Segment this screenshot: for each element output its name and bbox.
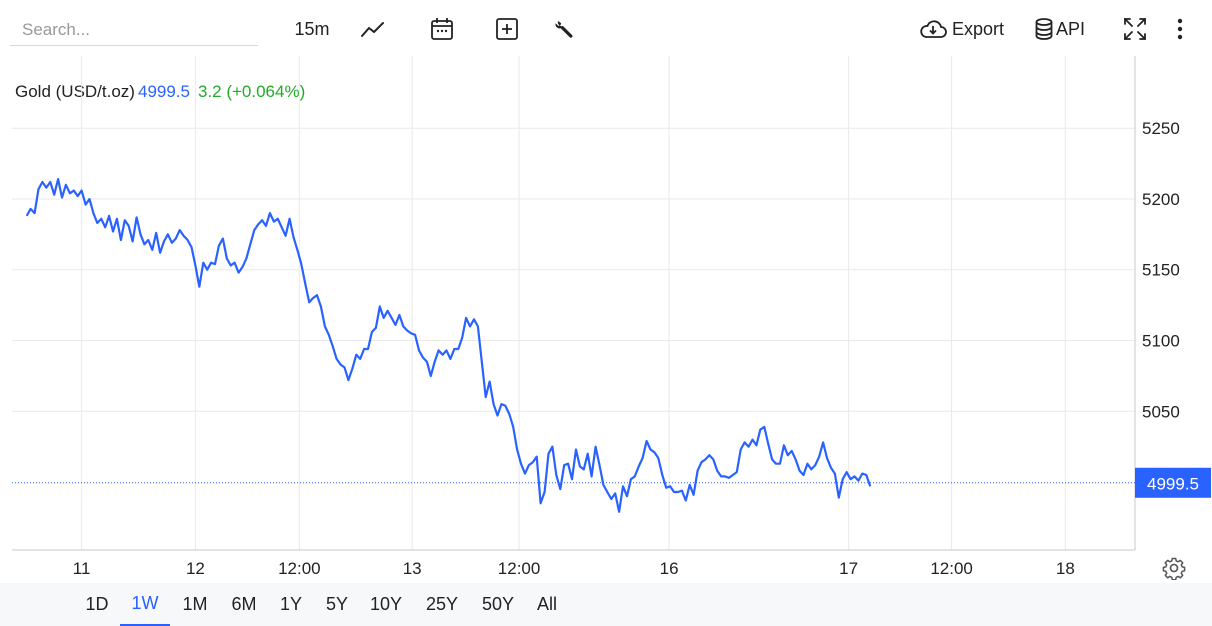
last-price-box: [1135, 467, 1211, 498]
x-tick-label: 17: [839, 559, 858, 578]
price-series-line: [25, 177, 872, 513]
x-tick-label: 12:00: [498, 559, 541, 578]
wrench-icon[interactable]: [550, 12, 580, 46]
price-chart[interactable]: 5050 5100 5150 5200 5250 11 12 12:00 13 12:00 16 17…: [0, 56, 1212, 583]
range-button-1d[interactable]: 1D: [85, 594, 109, 614]
range-button-5y[interactable]: 5Y: [325, 594, 349, 614]
y-tick-label: 5150: [1142, 261, 1180, 280]
x-tick-label: 18: [1056, 559, 1075, 578]
range-button-1w[interactable]: 1W: [120, 583, 170, 626]
range-button-1m[interactable]: 1M: [182, 594, 208, 614]
line-chart-icon[interactable]: [356, 12, 390, 46]
search-input[interactable]: [10, 14, 258, 46]
price-change: 3.2 (+0.064%): [197, 82, 306, 101]
chart-toolbar: 15m Export API: [0, 0, 1212, 56]
x-tick-label: 16: [660, 559, 679, 578]
y-tick-label: 5100: [1142, 332, 1180, 351]
x-tick-label: 11: [73, 559, 91, 578]
y-tick-label: 5250: [1142, 119, 1180, 138]
chart-legend: Gold (USD/t.oz) 4999.5 3.2 (+0.064%): [15, 82, 305, 102]
add-indicator-icon[interactable]: [491, 12, 523, 46]
export-label: Export: [952, 18, 1005, 39]
settings-gear-icon[interactable]: [1162, 556, 1186, 581]
range-button-1y[interactable]: 1Y: [279, 594, 303, 614]
more-vertical-icon[interactable]: [1166, 12, 1194, 46]
x-tick-label: 13: [403, 559, 422, 578]
last-price-label: 4999.5: [1147, 474, 1199, 493]
x-tick-label: 12:00: [930, 559, 973, 578]
range-button-10y[interactable]: 10Y: [369, 594, 403, 614]
y-tick-label: 5050: [1142, 402, 1180, 421]
interval-selector[interactable]: 15m: [294, 18, 330, 39]
x-tick-label: 12:00: [278, 559, 321, 578]
export-button[interactable]: Export: [918, 12, 1010, 46]
range-button-6m[interactable]: 6M: [231, 594, 257, 614]
api-label: API: [1056, 18, 1086, 39]
x-tick-label: 12: [186, 559, 205, 578]
instrument-name: Gold (USD/t.oz): [15, 82, 135, 101]
range-bar: 1D 1W 1M 6M 1Y 5Y 10Y 25Y 50Y All: [0, 583, 1212, 626]
y-tick-label: 5200: [1142, 190, 1180, 209]
api-button[interactable]: API: [1034, 12, 1094, 46]
range-button-all[interactable]: All: [536, 594, 557, 614]
range-button-50y[interactable]: 50Y: [481, 594, 515, 614]
cloud-download-icon: [920, 20, 947, 38]
range-button-25y[interactable]: 25Y: [425, 594, 459, 614]
database-icon: [1035, 18, 1053, 40]
fullscreen-icon[interactable]: [1120, 12, 1150, 46]
calendar-icon[interactable]: [426, 12, 458, 46]
last-price: 4999.5: [137, 82, 190, 101]
